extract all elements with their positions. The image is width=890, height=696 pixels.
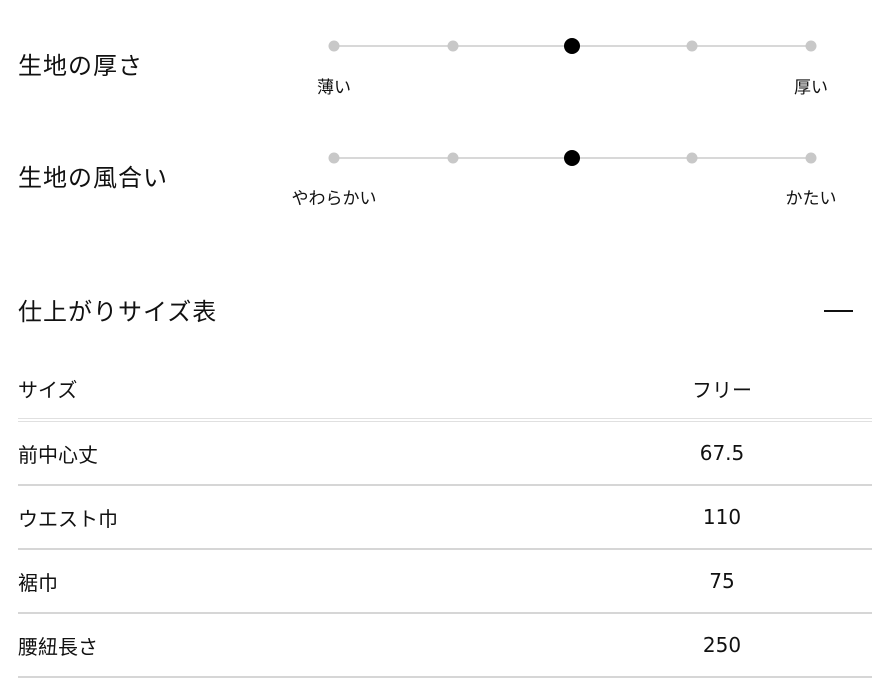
table-row: 裾巾 75 bbox=[18, 549, 872, 613]
table-header-row: サイズ フリー bbox=[18, 358, 872, 420]
scale-min-label: やわらかい bbox=[291, 189, 377, 209]
scale-max-label: かたい bbox=[785, 189, 837, 209]
row-label: ウエスト巾 bbox=[18, 506, 118, 531]
table-row: 腰紐長さ 250 bbox=[18, 613, 872, 677]
row-label: 前中心丈 bbox=[18, 442, 98, 467]
scale-dot bbox=[447, 40, 459, 52]
scale-dot bbox=[686, 40, 698, 52]
table-row: 前中心丈 67.5 bbox=[18, 420, 872, 485]
row-value: 67.5 bbox=[699, 441, 745, 465]
scale-dot bbox=[686, 152, 698, 164]
row-label: 裾巾 bbox=[18, 570, 58, 595]
scale-dot-selected bbox=[564, 150, 580, 166]
scale-dot bbox=[328, 152, 340, 164]
minus-icon[interactable] bbox=[824, 310, 853, 312]
size-table-title[interactable]: 仕上がりサイズ表 bbox=[18, 298, 218, 326]
scale-max-label: 厚い bbox=[794, 78, 828, 98]
table-row: ウエスト巾 110 bbox=[18, 485, 872, 549]
row-label: 腰紐長さ bbox=[18, 634, 98, 659]
scale-dot bbox=[805, 152, 817, 164]
row-value: 110 bbox=[702, 505, 742, 529]
scale-dot bbox=[805, 40, 817, 52]
scale-dot bbox=[447, 152, 459, 164]
scale-dot-selected bbox=[564, 38, 580, 54]
scale-dot bbox=[328, 40, 340, 52]
header-label: サイズ bbox=[18, 377, 78, 402]
size-table: サイズ フリー 前中心丈 67.5 ウエスト巾 110 裾巾 75 腰紐長さ 250 bbox=[18, 358, 872, 678]
attribute-title: 生地の風合い bbox=[18, 164, 168, 192]
header-value: フリー bbox=[692, 377, 752, 402]
row-value: 75 bbox=[709, 569, 735, 593]
attribute-title: 生地の厚さ bbox=[18, 52, 143, 80]
scale-min-label: 薄い bbox=[317, 78, 351, 98]
row-value: 250 bbox=[702, 633, 742, 657]
